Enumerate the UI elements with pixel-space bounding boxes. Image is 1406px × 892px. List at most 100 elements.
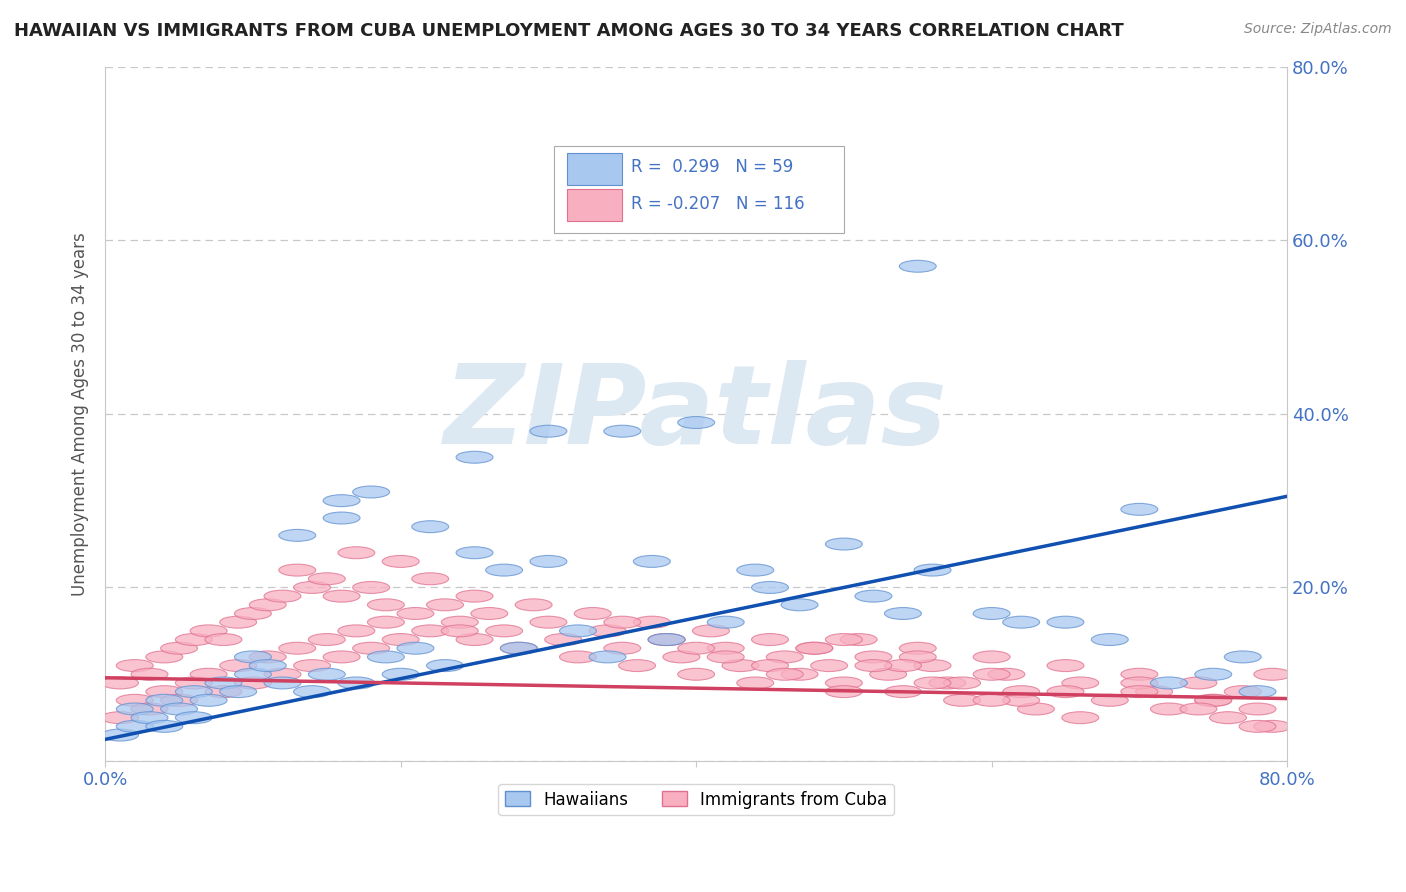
Ellipse shape	[648, 633, 685, 646]
Ellipse shape	[707, 642, 744, 654]
Ellipse shape	[278, 642, 316, 654]
Ellipse shape	[219, 616, 257, 628]
Ellipse shape	[278, 564, 316, 576]
Ellipse shape	[190, 668, 228, 681]
Ellipse shape	[278, 530, 316, 541]
Ellipse shape	[515, 599, 553, 611]
Ellipse shape	[973, 694, 1010, 706]
Ellipse shape	[456, 591, 494, 602]
Ellipse shape	[707, 651, 744, 663]
Ellipse shape	[190, 625, 228, 637]
Ellipse shape	[560, 651, 596, 663]
Ellipse shape	[1002, 616, 1039, 628]
Ellipse shape	[1180, 677, 1218, 689]
Ellipse shape	[294, 659, 330, 672]
Ellipse shape	[131, 703, 167, 715]
FancyBboxPatch shape	[554, 146, 844, 234]
Ellipse shape	[160, 694, 198, 706]
FancyBboxPatch shape	[568, 153, 621, 185]
Ellipse shape	[973, 607, 1010, 619]
Ellipse shape	[146, 651, 183, 663]
Ellipse shape	[884, 607, 921, 619]
Ellipse shape	[1062, 677, 1098, 689]
Ellipse shape	[146, 686, 183, 698]
Ellipse shape	[412, 521, 449, 533]
Text: R =  0.299   N = 59: R = 0.299 N = 59	[631, 158, 793, 177]
Ellipse shape	[811, 659, 848, 672]
Ellipse shape	[766, 668, 803, 681]
Ellipse shape	[1121, 503, 1157, 516]
Ellipse shape	[264, 668, 301, 681]
Ellipse shape	[900, 260, 936, 272]
Ellipse shape	[337, 547, 375, 558]
Ellipse shape	[146, 721, 183, 732]
Ellipse shape	[855, 659, 891, 672]
Ellipse shape	[456, 547, 494, 558]
Ellipse shape	[752, 633, 789, 646]
Ellipse shape	[1209, 712, 1247, 723]
Ellipse shape	[205, 677, 242, 689]
Ellipse shape	[412, 625, 449, 637]
Ellipse shape	[884, 686, 921, 698]
Ellipse shape	[943, 694, 980, 706]
Ellipse shape	[841, 633, 877, 646]
Ellipse shape	[235, 651, 271, 663]
Ellipse shape	[1047, 659, 1084, 672]
Ellipse shape	[1150, 677, 1187, 689]
Ellipse shape	[1195, 694, 1232, 706]
Ellipse shape	[678, 417, 714, 428]
Ellipse shape	[426, 599, 464, 611]
Ellipse shape	[219, 686, 257, 698]
Ellipse shape	[737, 564, 773, 576]
Ellipse shape	[190, 694, 228, 706]
Ellipse shape	[264, 591, 301, 602]
Ellipse shape	[560, 625, 596, 637]
Ellipse shape	[412, 573, 449, 585]
Ellipse shape	[1091, 633, 1128, 646]
Ellipse shape	[353, 582, 389, 593]
Ellipse shape	[692, 625, 730, 637]
Ellipse shape	[501, 642, 537, 654]
Y-axis label: Unemployment Among Ages 30 to 34 years: Unemployment Among Ages 30 to 34 years	[72, 232, 89, 596]
Ellipse shape	[308, 633, 346, 646]
Ellipse shape	[1002, 694, 1039, 706]
Ellipse shape	[929, 677, 966, 689]
Ellipse shape	[530, 616, 567, 628]
Ellipse shape	[396, 607, 434, 619]
Text: R = -0.207   N = 116: R = -0.207 N = 116	[631, 195, 804, 213]
Ellipse shape	[1239, 686, 1277, 698]
Ellipse shape	[988, 668, 1025, 681]
Ellipse shape	[219, 659, 257, 672]
Ellipse shape	[973, 668, 1010, 681]
Ellipse shape	[176, 677, 212, 689]
Ellipse shape	[146, 694, 183, 706]
Ellipse shape	[337, 625, 375, 637]
Ellipse shape	[900, 651, 936, 663]
Ellipse shape	[1180, 703, 1218, 715]
Ellipse shape	[825, 686, 862, 698]
Ellipse shape	[308, 573, 346, 585]
Ellipse shape	[456, 451, 494, 463]
Ellipse shape	[353, 486, 389, 498]
Ellipse shape	[101, 729, 138, 741]
Ellipse shape	[176, 686, 212, 698]
Ellipse shape	[782, 599, 818, 611]
Ellipse shape	[249, 659, 287, 672]
Ellipse shape	[323, 591, 360, 602]
Ellipse shape	[1047, 686, 1084, 698]
Ellipse shape	[1225, 686, 1261, 698]
Ellipse shape	[633, 556, 671, 567]
Ellipse shape	[396, 642, 434, 654]
Ellipse shape	[471, 607, 508, 619]
Ellipse shape	[101, 712, 138, 723]
Ellipse shape	[160, 703, 198, 715]
Ellipse shape	[323, 651, 360, 663]
Ellipse shape	[1047, 616, 1084, 628]
Ellipse shape	[1195, 694, 1232, 706]
Ellipse shape	[825, 538, 862, 550]
Ellipse shape	[1018, 703, 1054, 715]
Ellipse shape	[1062, 712, 1098, 723]
Ellipse shape	[574, 607, 612, 619]
Ellipse shape	[1121, 668, 1157, 681]
Ellipse shape	[707, 616, 744, 628]
